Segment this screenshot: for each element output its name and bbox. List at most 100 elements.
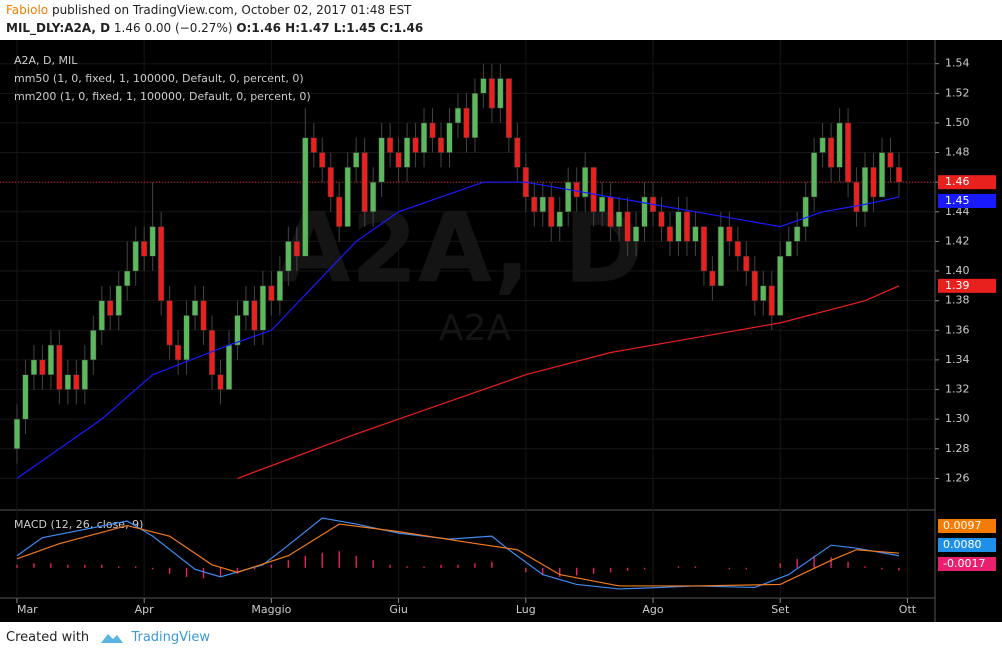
candle-body (700, 226, 707, 272)
macd-label: 0.0080 (943, 538, 982, 551)
candle-body (404, 137, 411, 168)
candle-body (505, 78, 512, 138)
candle-body (73, 374, 80, 390)
change: 1.46 0.00 (−0.27%) (113, 21, 233, 35)
candle-body (760, 285, 767, 301)
candle-body (234, 315, 241, 346)
symbol: MIL_DLY:A2A, D (6, 21, 111, 35)
x-tick-label: Apr (135, 603, 155, 616)
candle-body (471, 93, 478, 138)
publish-line: Fabiolo published on TradingView.com, Oc… (6, 3, 411, 17)
candle-body (895, 167, 903, 183)
candle-body (268, 285, 275, 301)
candle-body (531, 196, 538, 213)
candle-body (30, 359, 37, 375)
candle-body (429, 122, 436, 138)
candle-body (446, 122, 453, 153)
candle-body (845, 122, 852, 183)
x-tick-label: Set (771, 603, 790, 616)
candle-body (683, 211, 690, 242)
candle-body (819, 137, 826, 153)
candle-body (666, 226, 674, 242)
y-tick-label: 1.34 (945, 353, 970, 366)
x-tick-label: Maggio (251, 603, 291, 616)
watermark-sub: A2A (439, 308, 512, 349)
x-tick-label: Ott (899, 603, 917, 616)
candle-body (353, 152, 360, 168)
price-label-bg (938, 175, 996, 190)
candle-body (861, 167, 869, 213)
x-tick-label: Mar (17, 603, 38, 616)
candle-body (887, 152, 894, 168)
watermark: A2A, D (277, 192, 644, 304)
candle-body (259, 285, 266, 331)
candle-body (22, 374, 29, 420)
brand[interactable]: TradingView (131, 630, 210, 645)
ohlc: O:1.46 H:1.47 L:1.45 C:1.46 (236, 21, 424, 35)
candle-body (98, 300, 105, 331)
candle-body (480, 78, 487, 94)
chart-title: MACD (12, 26, close, 9) (14, 518, 143, 531)
candle-body (811, 152, 818, 198)
candle-body (39, 359, 46, 375)
candle-body (225, 344, 233, 390)
y-tick-label: 1.32 (945, 383, 970, 396)
candle-body (641, 196, 648, 227)
y-tick-label: 1.52 (945, 86, 970, 99)
candle-body (878, 152, 886, 198)
candle-body (599, 196, 606, 213)
candle-body (726, 226, 733, 242)
candle-body (132, 241, 139, 272)
candle-body (251, 300, 258, 331)
candle-body (590, 167, 597, 213)
symbol-line: MIL_DLY:A2A, D 1.46 0.00 (−0.27%) O:1.46… (6, 21, 423, 35)
candle-body (785, 241, 792, 257)
ma-label: 1.39 (945, 279, 970, 292)
candle-body (64, 374, 71, 390)
candle-body (777, 255, 784, 316)
published: published on TradingView.com, October 02… (51, 3, 412, 17)
candle-body (107, 300, 114, 316)
candle-body (607, 196, 614, 227)
candle-body (751, 270, 758, 301)
candle-body (293, 241, 300, 257)
candle-body (276, 270, 283, 301)
candle-body (361, 152, 368, 213)
candle-body (158, 226, 165, 301)
author[interactable]: Fabiolo (6, 3, 49, 17)
macd-label: 0.0097 (943, 519, 982, 532)
candle-body (870, 167, 877, 198)
y-tick-label: 1.40 (945, 264, 970, 277)
candle-body (90, 330, 97, 361)
y-tick-label: 1.48 (945, 146, 970, 159)
candle-body (463, 107, 470, 138)
candle-body (344, 167, 351, 227)
candle-body (336, 196, 343, 227)
candle-body (56, 344, 63, 390)
candle-body (412, 137, 419, 153)
candle-body (420, 122, 428, 153)
ma-label: 1.45 (945, 194, 970, 207)
candle-body (175, 344, 182, 361)
candle-body (548, 196, 555, 227)
candle-body (285, 241, 292, 272)
candle-body (310, 137, 317, 153)
x-tick-label: Lug (516, 603, 536, 616)
candle-body (582, 167, 589, 198)
candle-body (573, 181, 580, 198)
candle-body (242, 300, 249, 316)
candle-body (497, 78, 504, 109)
candle-body (124, 270, 131, 287)
candle-body (836, 122, 843, 168)
legend-entry: mm200 (1, 0, fixed, 1, 100000, Default, … (14, 90, 311, 103)
candle-body (616, 211, 623, 227)
candle-body (853, 181, 860, 213)
macd-label-bg (938, 519, 996, 533)
candle-body (454, 107, 462, 124)
candle-body (395, 152, 402, 168)
candle-body (192, 300, 199, 316)
candle-body (556, 211, 563, 227)
y-tick-label: 1.28 (945, 442, 970, 455)
candle-body (488, 78, 495, 109)
